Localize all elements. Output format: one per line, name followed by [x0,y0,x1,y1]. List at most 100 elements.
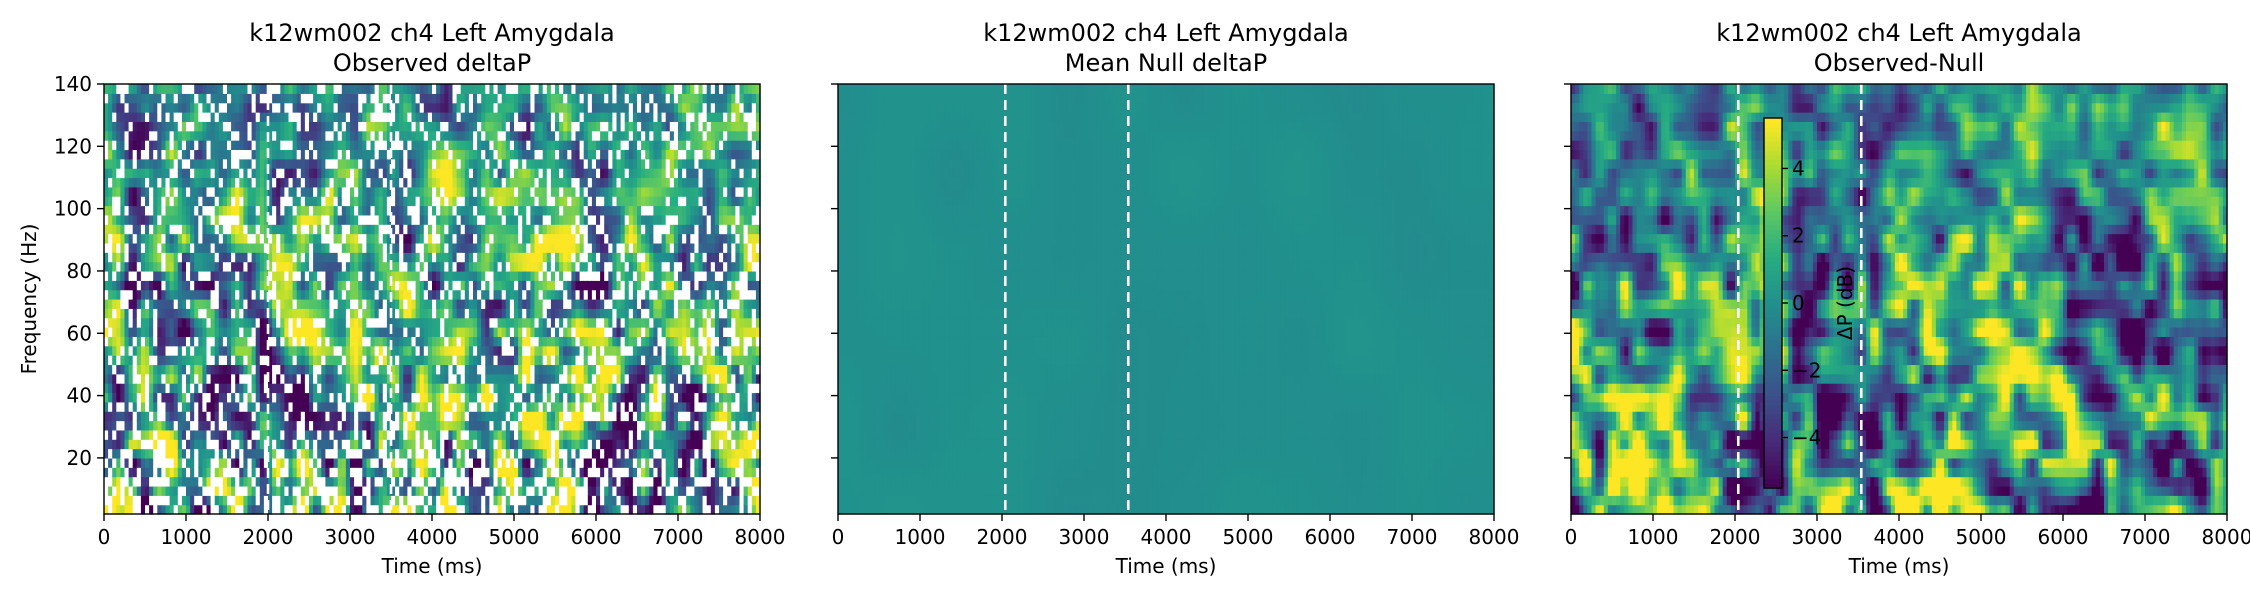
heatmap-cell [395,485,400,496]
heatmap-cell [534,308,540,319]
heatmap-cell [112,336,117,347]
heatmap-cell [374,448,380,459]
heatmap-cell [173,364,179,375]
heatmap-cell [546,327,552,337]
heatmap-cell [497,233,503,244]
heatmap-cell [448,485,454,496]
heatmap-cell [477,102,482,113]
heatmap-cell [259,383,265,394]
heatmap-cell [436,177,441,188]
heatmap-cell [493,429,499,440]
heatmap-cell [526,289,531,300]
heatmap-cell [386,336,392,347]
heatmap-cell [190,299,195,309]
heatmap-cell [448,270,454,281]
heatmap-cell [411,411,417,422]
heatmap-cell [493,457,499,468]
heatmap-cell [460,242,466,253]
heatmap-cell [333,476,339,487]
heatmap-cell [169,112,175,122]
heatmap-cell [157,186,162,197]
heatmap-cell [444,485,449,496]
heatmap-cell [317,467,322,478]
heatmap-cell [509,93,515,104]
heatmap-cell [514,495,519,506]
heatmap-cell [378,280,384,291]
heatmap-cell [432,336,437,347]
heatmap-cell [194,467,199,478]
heatmap-cell [481,317,486,328]
heatmap-cell [177,270,183,281]
heatmap-cell [304,261,310,272]
heatmap-cell [382,420,388,431]
heatmap-cell [354,205,359,216]
heatmap-cell [452,242,458,253]
heatmap-cell [403,130,408,141]
heatmap-cell [243,130,249,141]
heatmap-cell [534,102,540,113]
heatmap-cell [423,252,429,263]
heatmap-cell [366,205,372,216]
heatmap-cell [255,149,261,160]
heatmap-cell [104,495,109,506]
heatmap-cell [399,373,404,384]
heatmap-cell [186,280,191,291]
heatmap-cell [419,214,425,225]
heatmap-cell [546,317,552,328]
heatmap-cell [239,448,244,459]
heatmap-cell [350,504,355,515]
heatmap-cell [235,485,240,496]
heatmap-cell [104,439,109,450]
heatmap-cell [391,504,396,515]
heatmap-cell [198,149,203,160]
heatmap-cell [116,299,121,309]
heatmap-cell [448,140,454,151]
heatmap-cell [427,308,433,319]
heatmap-cell [497,429,503,440]
heatmap-cell [272,177,277,188]
heatmap-cell [149,186,154,197]
heatmap-cell [350,168,355,179]
heatmap-cell [423,158,429,169]
heatmap-cell [247,345,253,356]
heatmap-cell [518,280,523,291]
heatmap-cell [247,224,253,235]
heatmap-cell [231,224,236,235]
heatmap-cell [140,448,146,459]
heatmap-cell [231,299,236,309]
heatmap-cell [218,205,224,216]
heatmap-cell [222,84,228,94]
heatmap-cell [276,299,281,309]
heatmap-cell [231,485,236,496]
heatmap-cell [468,308,474,319]
heatmap-cell [124,411,130,422]
heatmap-cell [530,261,536,272]
heatmap-cell [354,84,359,94]
heatmap-cell [452,476,458,487]
heatmap-cell [235,345,240,356]
heatmap-cell [440,299,445,309]
heatmap-cell [239,130,244,141]
heatmap-cell [186,224,191,235]
heatmap-cell [514,252,519,263]
heatmap-cell [222,252,228,263]
heatmap-cell [493,420,499,431]
heatmap-cell [222,439,228,450]
heatmap-cell [505,93,511,104]
heatmap-cell [395,130,400,141]
heatmap-cell [345,401,351,412]
heatmap-cell [386,280,392,291]
heatmap-cell [456,149,462,160]
heatmap-cell [194,186,199,197]
heatmap-cell [272,439,277,450]
heatmap-cell [432,364,437,375]
heatmap-cell [190,205,195,216]
heatmap-cell [276,112,281,122]
heatmap-cell [485,411,490,422]
heatmap-cell [116,401,121,412]
heatmap-cell [202,289,208,300]
heatmap-cell [374,336,380,347]
heatmap-cell [485,280,490,291]
heatmap-cell [546,252,552,263]
heatmap-cell [202,495,208,506]
